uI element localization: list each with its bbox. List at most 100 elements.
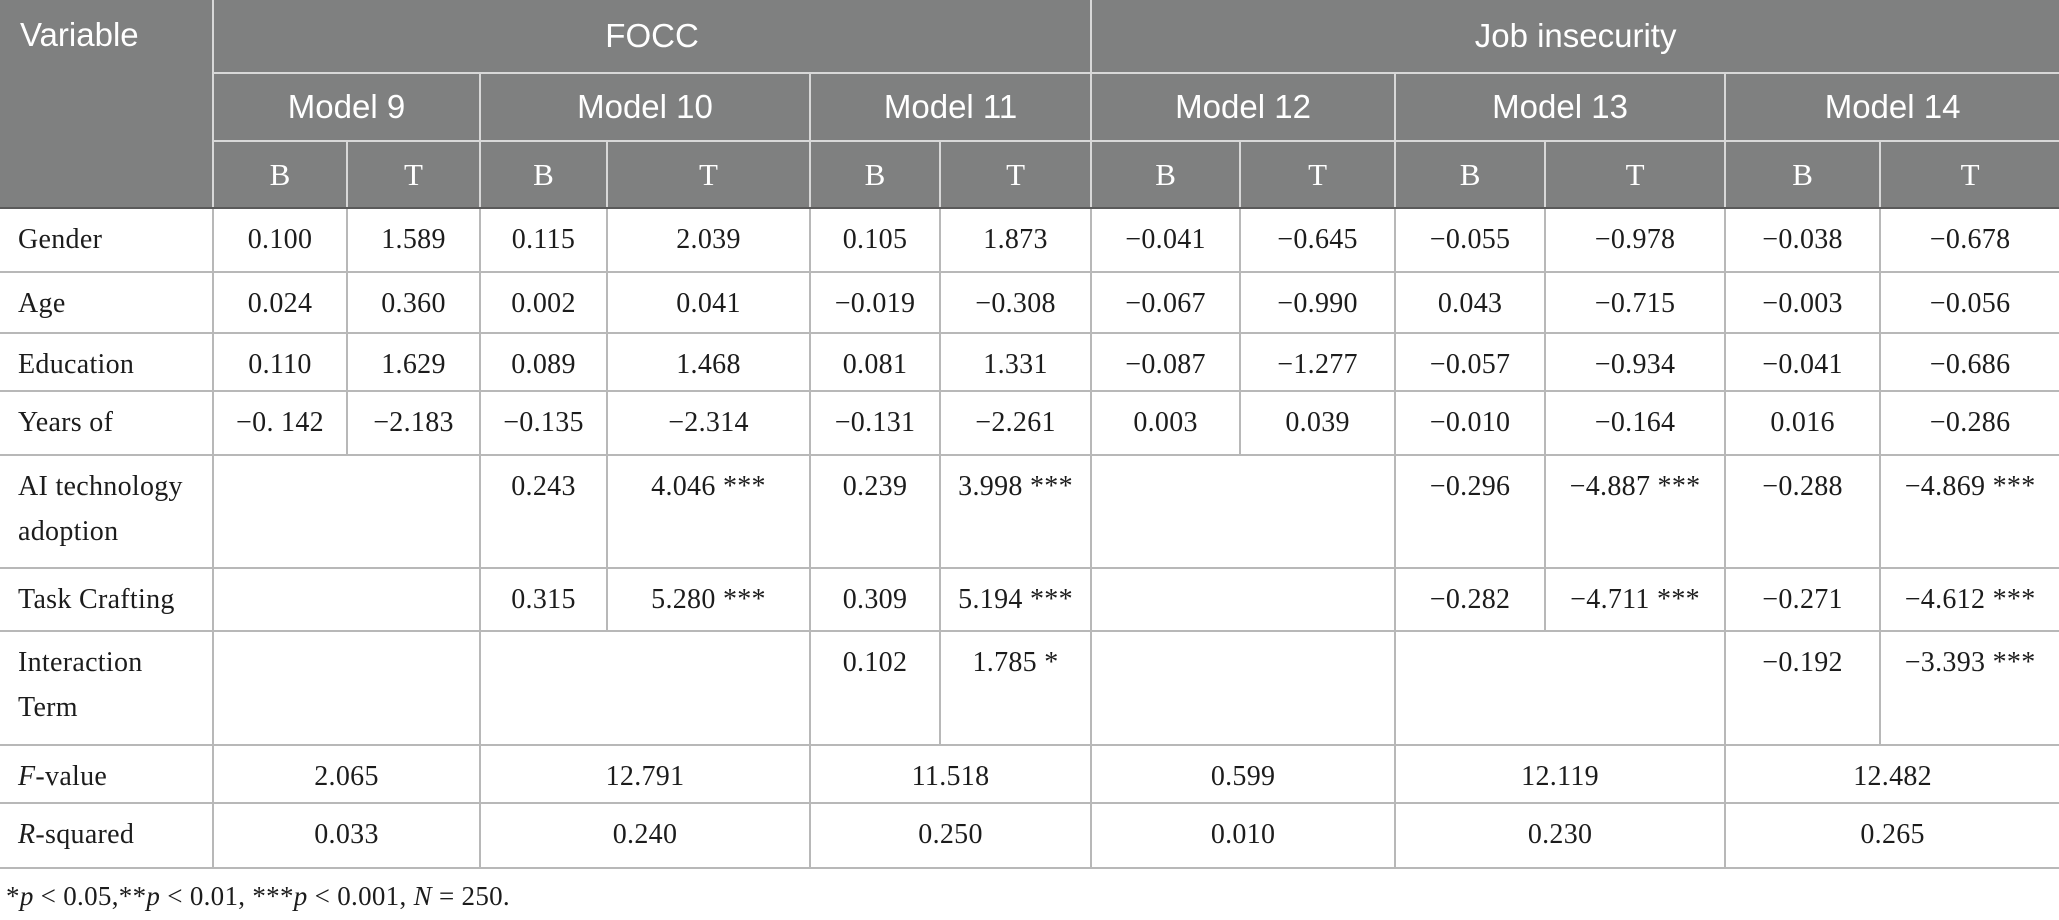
- summary-value-cell: 0.033: [212, 802, 481, 869]
- value-cell: 0.024: [212, 271, 348, 334]
- value-cell: −1.277: [1239, 332, 1397, 392]
- value-cell: −0.041: [1090, 207, 1242, 273]
- subcol-header-b: B: [213, 140, 348, 209]
- value-cell: −0.003: [1724, 271, 1882, 334]
- value-cell: −2.314: [606, 390, 811, 456]
- table-row-age: Age 0.024 0.360 0.002 0.041 −0.019 −0.30…: [0, 271, 2059, 334]
- row-label: Education: [0, 332, 214, 392]
- table-row-ai-technology-adoption: AI technology adoption 0.243 4.046 *** 0…: [0, 454, 2059, 569]
- value-cell: −0.010: [1394, 390, 1547, 456]
- value-cell: −0.296: [1394, 454, 1547, 569]
- value-cell: 0.110: [212, 332, 348, 392]
- value-cell: −0.978: [1544, 207, 1727, 273]
- model-header: Model 11: [808, 72, 1093, 142]
- value-cell: −0.645: [1239, 207, 1397, 273]
- value-cell: −4.869 ***: [1879, 454, 2059, 569]
- value-cell: −0.067: [1090, 271, 1242, 334]
- value-cell: 1.629: [346, 332, 481, 392]
- row-label: Age: [0, 271, 214, 334]
- footnote-p-symbol: p: [19, 881, 34, 911]
- value-cell: −0.686: [1879, 332, 2059, 392]
- empty-cell: [1090, 454, 1397, 569]
- value-cell: 0.003: [1090, 390, 1242, 456]
- subcol-header-t: T: [1879, 140, 2059, 209]
- model-header: Model 14: [1724, 72, 2059, 142]
- summary-value-cell: 0.599: [1090, 744, 1397, 804]
- value-cell: 4.046 ***: [606, 454, 811, 569]
- value-cell: 1.331: [938, 332, 1093, 392]
- subcol-header-t: T: [1239, 140, 1397, 209]
- value-cell: 0.102: [809, 630, 941, 746]
- footnote-n-symbol: N: [413, 881, 432, 911]
- row-label: Task Crafting: [0, 567, 214, 632]
- empty-cell: [1090, 567, 1397, 632]
- footnote-text: < 0.01,: [160, 881, 253, 911]
- subcol-header-t: T: [606, 140, 811, 209]
- summary-value-cell: 0.265: [1724, 802, 2059, 869]
- row-label: F-value: [0, 744, 214, 804]
- value-cell: 0.039: [1239, 390, 1397, 456]
- subcol-header-b: B: [479, 140, 608, 209]
- subcol-header-t: T: [346, 140, 481, 209]
- row-label: Interaction Term: [0, 630, 214, 746]
- value-cell: −0.715: [1544, 271, 1727, 334]
- value-cell: −0.057: [1394, 332, 1547, 392]
- value-cell: −0.056: [1879, 271, 2059, 334]
- summary-value-cell: 12.119: [1394, 744, 1727, 804]
- row-label-rest-part: -squared: [35, 819, 135, 850]
- header-row-subcols: B T B T B T B T B T B T: [0, 140, 2059, 209]
- subcol-header-b: B: [1724, 140, 1882, 209]
- footnote-text: < 0.001,: [307, 881, 414, 911]
- empty-cell: [212, 454, 481, 569]
- value-cell: −0.934: [1544, 332, 1727, 392]
- model-header: Model 13: [1394, 72, 1727, 142]
- value-cell: 5.280 ***: [606, 567, 811, 632]
- subcol-header-b: B: [1394, 140, 1547, 209]
- row-label: Years of: [0, 390, 214, 456]
- footnote-p-symbol: p: [146, 881, 161, 911]
- summary-value-cell: 12.482: [1724, 744, 2059, 804]
- value-cell: −0.271: [1724, 567, 1882, 632]
- summary-value-cell: 11.518: [808, 744, 1093, 804]
- footnote-p-symbol: p: [293, 881, 308, 911]
- empty-cell: [212, 567, 481, 632]
- value-cell: 2.039: [606, 207, 811, 273]
- value-cell: −0.164: [1544, 390, 1727, 456]
- value-cell: 0.043: [1394, 271, 1547, 334]
- row-label: R-squared: [0, 802, 214, 869]
- value-cell: −0.019: [809, 271, 941, 334]
- summary-value-cell: 0.010: [1090, 802, 1397, 869]
- value-cell: 0.002: [479, 271, 608, 334]
- value-cell: 0.239: [809, 454, 941, 569]
- value-cell: 5.194 ***: [938, 567, 1093, 632]
- footnote-text: = 250.: [431, 881, 510, 911]
- value-cell: 1.589: [346, 207, 481, 273]
- group-header-focc: FOCC: [211, 0, 1093, 74]
- value-cell: 0.105: [809, 207, 941, 273]
- summary-value-cell: 0.250: [808, 802, 1093, 869]
- subcol-header-b: B: [1090, 140, 1242, 209]
- table-row-education: Education 0.110 1.629 0.089 1.468 0.081 …: [0, 332, 2059, 392]
- summary-value-cell: 12.791: [479, 744, 811, 804]
- value-cell: −0.038: [1724, 207, 1882, 273]
- value-cell: −4.887 ***: [1544, 454, 1727, 569]
- value-cell: −4.711 ***: [1544, 567, 1727, 632]
- model-header: Model 10: [479, 72, 811, 142]
- value-cell: −0.131: [809, 390, 941, 456]
- value-cell: −4.612 ***: [1879, 567, 2059, 632]
- table-body: Gender 0.100 1.589 0.115 2.039 0.105 1.8…: [0, 207, 2059, 869]
- group-header-job-insecurity: Job insecurity: [1090, 0, 2059, 74]
- summary-value-cell: 0.230: [1394, 802, 1727, 869]
- value-cell: −0.288: [1724, 454, 1882, 569]
- subcol-header-t: T: [938, 140, 1093, 209]
- row-label: Gender: [0, 207, 214, 273]
- value-cell: −0. 142: [212, 390, 348, 456]
- table-row-years-of: Years of −0. 142 −2.183 −0.135 −2.314 −0…: [0, 390, 2059, 456]
- header-row-models: Model 9 Model 10 Model 11 Model 12 Model…: [0, 72, 2059, 142]
- footnote-stars: ***: [252, 881, 294, 911]
- value-cell: 1.468: [606, 332, 811, 392]
- value-cell: −0.990: [1239, 271, 1397, 334]
- subcol-header-b: B: [809, 140, 941, 209]
- summary-value-cell: 0.240: [479, 802, 811, 869]
- footnote-stars: **: [118, 881, 147, 911]
